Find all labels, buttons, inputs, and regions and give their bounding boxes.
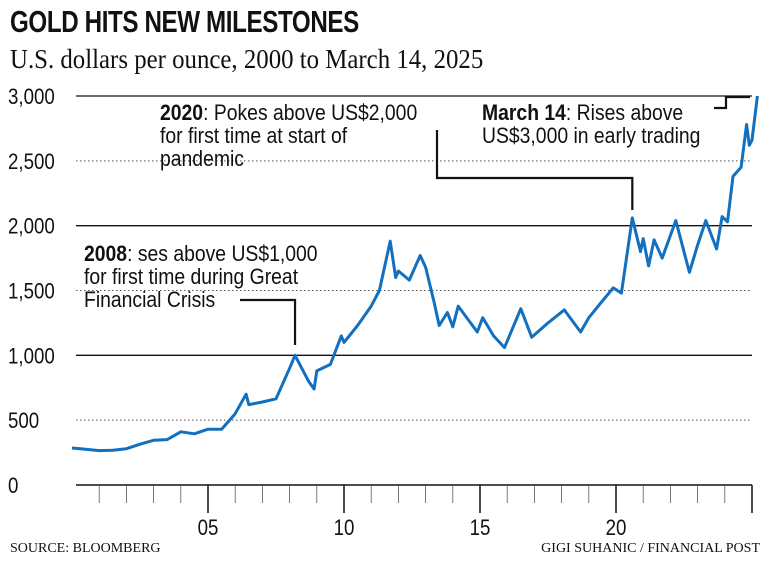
credit-note: GIGI SUHANIC / FINANCIAL POST [541, 541, 760, 556]
y-tick-label: 1,500 [8, 280, 55, 304]
annotation-text-run: : Pokes above US$2,000 [203, 101, 417, 125]
annotation-text-run: : ses above US$1,000 [127, 242, 317, 266]
y-tick-label: 0 [8, 475, 18, 499]
chart-subtitle: U.S. dollars per ounce, 2000 to March 14… [10, 44, 484, 74]
annotation-text: for first time during Great [84, 265, 298, 289]
x-tick-label: 05 [198, 517, 219, 541]
y-tick-label: 2,000 [8, 215, 55, 239]
y-tick-label: 3,000 [8, 86, 55, 110]
annotation-date: 2020 [160, 101, 203, 125]
y-tick-label: 500 [8, 410, 39, 434]
annotation-text: for first time at start of [160, 124, 347, 148]
chart-title: GOLD HITS NEW MILESTONES [10, 4, 359, 39]
annotation-leader-line [435, 130, 634, 210]
annotation-date: 2008 [84, 242, 127, 266]
annotation-text: Financial Crisis [84, 288, 215, 312]
annotation-text: 2020: Pokes above US$2,000 [160, 101, 417, 125]
annotation-leader-line [714, 95, 750, 110]
annotation-text: 2008: ses above US$1,000 [84, 242, 318, 266]
x-tick-label: 15 [470, 517, 491, 541]
annotation-text: pandemic [160, 147, 244, 171]
source-note: SOURCE: BLOOMBERG [10, 541, 161, 556]
annotation-text-run: : Rises above [566, 101, 683, 125]
annotation-date: March 14 [482, 101, 566, 125]
x-tick-label: 10 [334, 517, 355, 541]
y-tick-label: 2,500 [8, 151, 55, 175]
annotation-leader-line [240, 298, 297, 345]
annotation-text: March 14: Rises above [482, 101, 683, 125]
y-tick-label: 1,000 [8, 345, 55, 369]
annotation-text: US$3,000 in early trading [482, 124, 700, 148]
gold-price-line [71, 95, 759, 453]
x-tick-label: 20 [606, 517, 627, 541]
